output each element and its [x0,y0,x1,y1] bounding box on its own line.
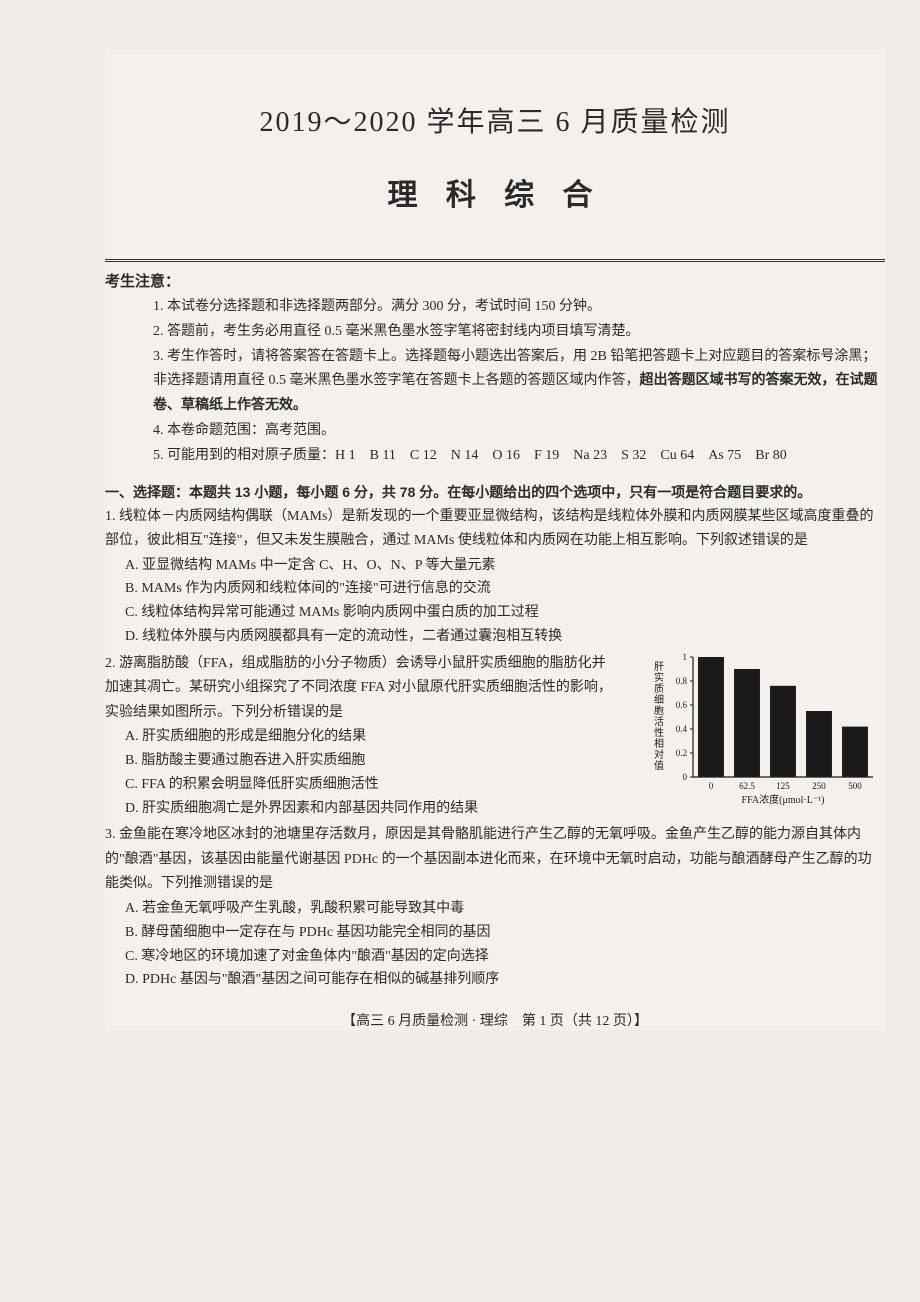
notice-item-2: 2. 答题前，考生务必用直径 0.5 毫米黑色墨水签字笔将密封线内项目填写清楚。 [153,320,885,344]
notice-item-1: 1. 本试卷分选择题和非选择题两部分。满分 300 分，考试时间 150 分钟。 [153,295,885,319]
svg-text:0.6: 0.6 [676,700,688,710]
q3-option-d: D. PDHc 基因与"酿酒"基因之间可能存在相似的碱基排列顺序 [125,968,885,992]
page-footer: 【高三 6 月质量检测 · 理综 第 1 页（共 12 页）】 [105,1010,885,1030]
notice-num: 2. [153,324,164,339]
svg-text:62.5: 62.5 [739,781,755,791]
svg-text:实: 实 [654,671,664,684]
q3-stem: 3. 金鱼能在寒冷地区冰封的池塘里存活数月，原因是其骨骼肌能进行产生乙醇的无氧呼… [105,823,885,897]
notice-block: 考生注意： 1. 本试卷分选择题和非选择题两部分。满分 300 分，考试时间 1… [105,259,885,468]
notice-text: 本试卷分选择题和非选择题两部分。满分 300 分，考试时间 150 分钟。 [167,299,601,314]
question-2: 2. 游离脂肪酸（FFA，组成脂肪的小分子物质）会诱导小鼠肝实质细胞的脂肪化并加… [105,652,885,821]
q3-text: 金鱼能在寒冷地区冰封的池塘里存活数月，原因是其骨骼肌能进行产生乙醇的无氧呼吸。金… [105,827,872,891]
svg-text:活: 活 [654,716,664,728]
svg-text:0.2: 0.2 [676,748,687,758]
q2-text: 游离脂肪酸（FFA，组成脂肪的小分子物质）会诱导小鼠肝实质细胞的脂肪化并加速其凋… [105,656,612,720]
q1-num: 1. [105,509,116,524]
notice-item-5: 5. 可能用到的相对原子质量：H 1 B 11 C 12 N 14 O 16 F… [153,444,885,468]
main-title: 2019～2020 学年高三 6 月质量检测 [105,100,885,140]
svg-text:性: 性 [654,726,664,739]
q1-options: A. 亚显微结构 MAMs 中一定含 C、H、O、N、P 等大量元素 B. MA… [125,554,885,649]
notice-item-3: 3. 考生作答时，请将答案答在答题卡上。选择题每小题选出答案后，用 2B 铅笔把… [153,345,885,418]
svg-text:125: 125 [776,781,790,791]
q3-option-c: C. 寒冷地区的环境加速了对金鱼体内"酿酒"基因的定向选择 [125,945,885,969]
q1-option-b: B. MAMs 作为内质网和线粒体间的"连接"可进行信息的交流 [125,577,885,601]
exam-page: 2019～2020 学年高三 6 月质量检测 理 科 综 合 考生注意： 1. … [105,50,885,1030]
sub-title: 理 科 综 合 [105,170,885,214]
svg-text:相: 相 [654,737,664,750]
svg-text:250: 250 [812,781,826,791]
svg-text:值: 值 [654,759,664,772]
svg-text:500: 500 [848,781,862,791]
svg-text:细: 细 [654,693,664,706]
q2-option-c: C. FFA 的积累会明显降低肝实质细胞活性 [125,773,615,797]
question-3: 3. 金鱼能在寒冷地区冰封的池塘里存活数月，原因是其骨骼肌能进行产生乙醇的无氧呼… [105,823,885,992]
q2-option-b: B. 脂肪酸主要通过胞吞进入肝实质细胞 [125,749,615,773]
svg-text:0: 0 [709,781,714,791]
q1-stem: 1. 线粒体－内质网结构偶联（MAMs）是新发现的一个重要亚显微结构，该结构是线… [105,505,885,554]
notice-list: 1. 本试卷分选择题和非选择题两部分。满分 300 分，考试时间 150 分钟。… [153,295,885,468]
svg-text:肝: 肝 [654,661,664,673]
svg-text:0.4: 0.4 [676,724,688,734]
notice-item-4: 4. 本卷命题范围：高考范围。 [153,419,885,443]
svg-text:1: 1 [683,652,688,662]
notice-num: 1. [153,299,164,314]
svg-text:0: 0 [683,772,688,782]
notice-num: 4. [153,423,164,438]
q1-option-a: A. 亚显微结构 MAMs 中一定含 C、H、O、N、P 等大量元素 [125,554,885,578]
q1-option-d: D. 线粒体外膜与内质网膜都具有一定的流动性，二者通过囊泡相互转换 [125,625,885,649]
svg-text:对: 对 [654,748,664,761]
section-1-title: 一、选择题：本题共 13 小题，每小题 6 分，共 78 分。在每小题给出的四个… [105,482,885,502]
q3-num: 3. [105,827,116,842]
q3-option-a: A. 若金鱼无氧呼吸产生乳酸，乳酸积累可能导致其中毒 [125,897,885,921]
q2-option-a: A. 肝实质细胞的形成是细胞分化的结果 [125,725,615,749]
q2-stem: 2. 游离脂肪酸（FFA，组成脂肪的小分子物质）会诱导小鼠肝实质细胞的脂肪化并加… [105,652,615,726]
svg-text:质: 质 [654,683,664,695]
svg-text:胞: 胞 [654,705,664,717]
q2-options: A. 肝实质细胞的形成是细胞分化的结果 B. 脂肪酸主要通过胞吞进入肝实质细胞 … [125,725,615,820]
q3-options: A. 若金鱼无氧呼吸产生乳酸，乳酸积累可能导致其中毒 B. 酵母菌细胞中一定存在… [125,897,885,992]
q2-num: 2. [105,656,116,671]
q3-option-b: B. 酵母菌细胞中一定存在与 PDHc 基因功能完全相同的基因 [125,921,885,945]
notice-num: 5. [153,448,164,463]
notice-text: 答题前，考生务必用直径 0.5 毫米黑色墨水签字笔将密封线内项目填写清楚。 [167,324,640,339]
svg-text:0.8: 0.8 [676,676,688,686]
q2-bar-chart: 0 0.2 0.4 0.6 0.8 1 0 62.5 125 250 500 FFA浓度(μmol·L… [645,652,895,807]
q1-option-c: C. 线粒体结构异常可能通过 MAMs 影响内质网中蛋白质的加工过程 [125,601,885,625]
notice-num: 3. [153,349,164,364]
notice-text: 本卷命题范围：高考范围。 [167,423,335,438]
notice-text: 可能用到的相对原子质量：H 1 B 11 C 12 N 14 O 16 F 19… [167,448,787,463]
question-1: 1. 线粒体－内质网结构偶联（MAMs）是新发现的一个重要亚显微结构，该结构是线… [105,505,885,649]
notice-label: 考生注意： [105,270,885,291]
q1-text: 线粒体－内质网结构偶联（MAMs）是新发现的一个重要亚显微结构，该结构是线粒体外… [105,509,873,549]
svg-text:FFA浓度(μmol·L⁻¹): FFA浓度(μmol·L⁻¹) [742,793,825,806]
